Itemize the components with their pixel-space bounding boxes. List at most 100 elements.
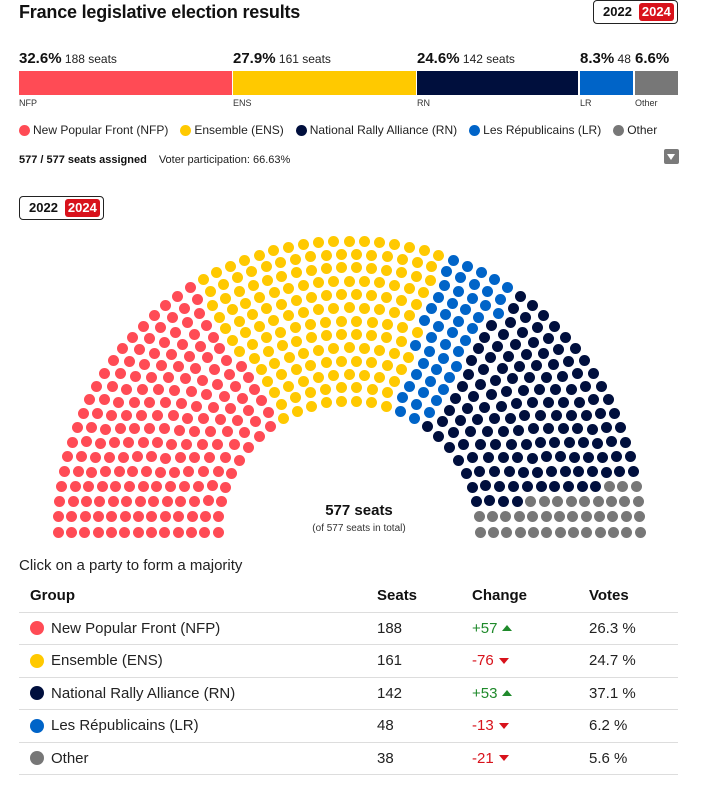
seat-nfp[interactable]: [186, 385, 198, 397]
seat-lr[interactable]: [425, 303, 437, 315]
seat-lr[interactable]: [439, 280, 451, 292]
year-toggle-top[interactable]: 2022 2024: [593, 0, 678, 24]
seat-nfp[interactable]: [177, 338, 189, 350]
seat-nfp[interactable]: [132, 451, 144, 463]
seat-lr[interactable]: [395, 406, 407, 418]
seat-rn[interactable]: [500, 385, 512, 397]
seat-nfp[interactable]: [212, 465, 224, 477]
seat-other[interactable]: [474, 526, 486, 538]
seat-ens[interactable]: [305, 332, 317, 344]
seat-ens[interactable]: [335, 328, 347, 340]
seat-other[interactable]: [527, 526, 539, 538]
seat-nfp[interactable]: [144, 423, 156, 435]
year-2024-button[interactable]: 2024: [638, 3, 674, 21]
seat-nfp[interactable]: [189, 425, 201, 437]
seat-lr[interactable]: [444, 372, 456, 384]
seat-ens[interactable]: [278, 413, 289, 425]
seat-ens[interactable]: [396, 294, 408, 306]
seat-nfp[interactable]: [124, 355, 136, 367]
seat-ens[interactable]: [305, 291, 317, 303]
seat-rn[interactable]: [443, 404, 455, 416]
seat-nfp[interactable]: [114, 423, 126, 435]
seat-ens[interactable]: [343, 275, 355, 287]
seat-nfp[interactable]: [103, 451, 115, 463]
seat-nfp[interactable]: [169, 466, 181, 478]
seat-ens[interactable]: [246, 266, 258, 278]
seat-rn[interactable]: [516, 326, 528, 338]
seat-lr[interactable]: [482, 286, 494, 298]
seat-ens[interactable]: [290, 392, 302, 404]
seat-nfp[interactable]: [223, 369, 235, 381]
seat-nfp[interactable]: [166, 312, 178, 324]
seat-ens[interactable]: [358, 235, 370, 247]
seat-nfp[interactable]: [196, 438, 208, 450]
seat-nfp[interactable]: [152, 436, 164, 448]
seat-nfp[interactable]: [214, 413, 226, 425]
seat-ens[interactable]: [206, 300, 218, 312]
seat-nfp[interactable]: [214, 343, 226, 355]
seat-nfp[interactable]: [106, 381, 118, 393]
seat-nfp[interactable]: [92, 407, 104, 419]
seat-nfp[interactable]: [145, 526, 157, 538]
seat-lr[interactable]: [431, 364, 443, 376]
seat-ens[interactable]: [260, 332, 272, 344]
seat-nfp[interactable]: [190, 362, 202, 374]
seat-nfp[interactable]: [201, 352, 213, 364]
seat-ens[interactable]: [366, 357, 378, 369]
seat-ens[interactable]: [335, 355, 347, 367]
seat-nfp[interactable]: [200, 510, 211, 522]
seat-lr[interactable]: [453, 286, 465, 298]
seat-nfp[interactable]: [155, 322, 167, 334]
seat-ens[interactable]: [262, 346, 274, 358]
seat-nfp[interactable]: [243, 404, 255, 416]
seat-ens[interactable]: [388, 279, 400, 291]
seat-other[interactable]: [567, 511, 579, 523]
seat-nfp[interactable]: [225, 402, 237, 414]
seat-nfp[interactable]: [84, 394, 96, 406]
seat-rn[interactable]: [614, 465, 626, 477]
seat-ens[interactable]: [276, 369, 288, 381]
seat-rn[interactable]: [460, 467, 472, 479]
seat-rn[interactable]: [489, 466, 501, 478]
seat-rn[interactable]: [456, 381, 468, 393]
seat-nfp[interactable]: [230, 381, 242, 393]
bar-segment-lr[interactable]: [580, 71, 633, 95]
seat-rn[interactable]: [573, 466, 585, 478]
seat-rn[interactable]: [522, 481, 534, 493]
seat-rn[interactable]: [478, 364, 490, 376]
seat-ens[interactable]: [335, 262, 347, 274]
seat-nfp[interactable]: [232, 415, 243, 426]
table-row[interactable]: Les Républicains (LR) 48 -13 6.2 %: [19, 709, 678, 743]
seat-lr[interactable]: [455, 272, 467, 284]
seat-nfp[interactable]: [99, 394, 111, 406]
seat-nfp[interactable]: [170, 326, 182, 338]
seat-rn[interactable]: [519, 410, 531, 422]
seat-nfp[interactable]: [58, 465, 70, 477]
seat-other[interactable]: [632, 496, 644, 508]
seat-rn[interactable]: [485, 389, 497, 401]
seat-ens[interactable]: [343, 235, 355, 247]
seat-ens[interactable]: [374, 371, 386, 383]
seat-other[interactable]: [473, 511, 485, 523]
seat-nfp[interactable]: [52, 526, 64, 538]
seat-rn[interactable]: [565, 409, 577, 421]
seat-ens[interactable]: [231, 272, 243, 284]
seat-nfp[interactable]: [115, 368, 127, 380]
seat-ens[interactable]: [226, 334, 238, 346]
seat-rn[interactable]: [533, 384, 545, 396]
seat-other[interactable]: [501, 526, 513, 538]
seat-rn[interactable]: [480, 480, 492, 492]
seat-nfp[interactable]: [218, 390, 230, 402]
seat-nfp[interactable]: [146, 451, 158, 463]
seat-nfp[interactable]: [151, 409, 163, 421]
seat-ens[interactable]: [426, 261, 438, 273]
seat-ens[interactable]: [268, 286, 280, 298]
seat-ens[interactable]: [351, 328, 363, 340]
seat-nfp[interactable]: [176, 397, 188, 409]
seat-ens[interactable]: [290, 294, 302, 306]
seat-rn[interactable]: [549, 320, 561, 332]
seat-ens[interactable]: [411, 257, 423, 269]
seat-rn[interactable]: [463, 369, 475, 381]
year-2022-button[interactable]: 2022: [603, 4, 632, 19]
seat-ens[interactable]: [291, 267, 302, 279]
